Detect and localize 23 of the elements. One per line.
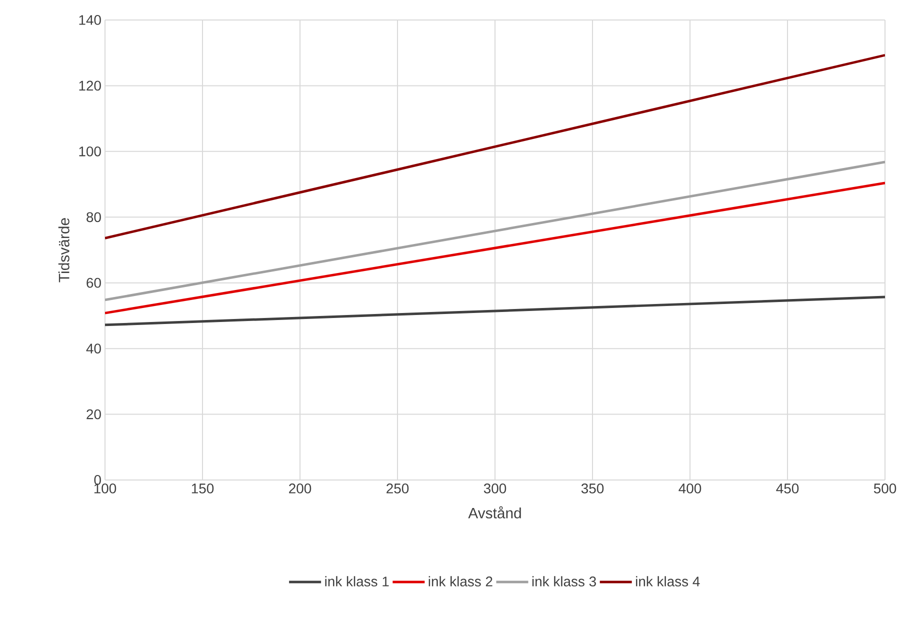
y-tick-label: 0 <box>94 475 101 485</box>
x-tick-label: 250 <box>386 484 409 494</box>
y-tick-label: 140 <box>79 15 101 25</box>
x-tick-label: 350 <box>581 484 604 494</box>
y-tick-label: 20 <box>86 409 101 420</box>
legend-label: ink klass 4 <box>636 576 700 586</box>
legend-label: ink klass 3 <box>532 576 596 586</box>
y-tick-label: 120 <box>79 80 101 91</box>
legend-label: ink klass 1 <box>325 576 389 586</box>
x-axis-title: Avstånd <box>468 506 521 518</box>
x-tick-label: 300 <box>484 484 506 494</box>
x-tick-label: 200 <box>289 484 312 494</box>
legend-label: ink klass 2 <box>428 576 492 586</box>
x-tick-label: 150 <box>192 484 214 494</box>
x-tick-label: 450 <box>776 484 799 494</box>
x-tick-label: 100 <box>94 484 116 494</box>
y-axis-title: Tidsvärde <box>58 218 70 282</box>
y-tick-label: 60 <box>86 278 101 288</box>
y-tick-label: 40 <box>86 344 101 354</box>
x-tick-label: 500 <box>874 484 896 494</box>
y-tick-label: 100 <box>79 146 101 156</box>
x-tick-label: 400 <box>678 484 702 494</box>
y-tick-label: 80 <box>86 212 101 222</box>
